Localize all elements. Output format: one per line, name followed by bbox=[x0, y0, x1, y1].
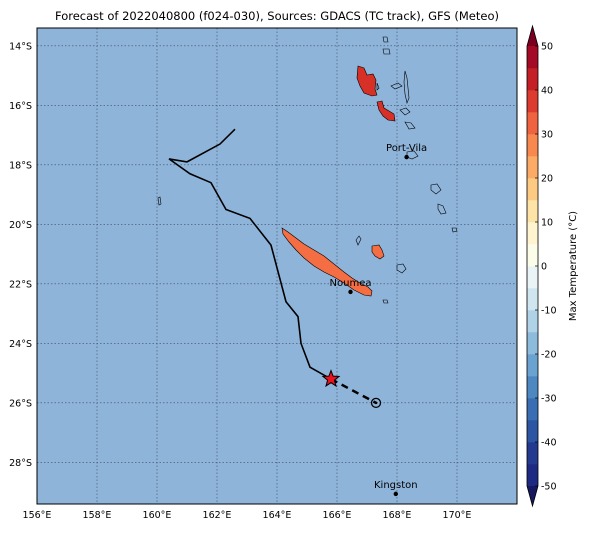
land-layer bbox=[157, 36, 458, 304]
colorbar-segment bbox=[527, 420, 538, 443]
colorbar-segment bbox=[527, 68, 538, 91]
lon-tick-label: 170°E bbox=[443, 510, 472, 521]
colorbar-tick-label: -20 bbox=[541, 350, 557, 361]
map-panel: Port-Vila Noumea Kingston bbox=[36, 27, 518, 505]
colorbar-title: Max Temperature (°C) bbox=[568, 211, 579, 321]
colorbar-tick-label: 10 bbox=[541, 218, 553, 229]
lifou-island bbox=[371, 244, 385, 260]
banks-islands bbox=[382, 36, 391, 55]
city-label-noumea: Noumea bbox=[330, 278, 372, 289]
mare-island bbox=[396, 263, 407, 274]
colorbar-segment bbox=[527, 310, 538, 333]
colorbar-tick-labels: 50 40 30 20 10 0 -10 -20 -30 -40 -50 bbox=[541, 42, 557, 493]
lat-tick-label: 18°S bbox=[9, 160, 32, 171]
lon-tick-label: 158°E bbox=[83, 510, 112, 521]
aneityum-island bbox=[451, 227, 458, 233]
city-dot bbox=[348, 289, 353, 295]
lat-tick-label: 26°S bbox=[9, 398, 32, 409]
lat-tick-label: 28°S bbox=[9, 458, 32, 469]
espiritu-santo-island bbox=[356, 65, 378, 97]
lon-tick-label: 168°E bbox=[383, 510, 412, 521]
colorbar bbox=[526, 24, 539, 508]
isle-of-pines bbox=[382, 299, 389, 304]
shepherd-islands bbox=[404, 121, 416, 130]
city-label-port-vila: Port-Vila bbox=[386, 143, 427, 154]
forecast-position-marker-icon bbox=[370, 397, 382, 409]
colorbar-tick-label: -40 bbox=[541, 438, 557, 449]
maewo-island bbox=[376, 82, 380, 91]
colorbar-tick-label: 50 bbox=[541, 42, 553, 53]
colorbar-segment bbox=[527, 332, 538, 355]
colorbar-segment bbox=[527, 354, 538, 377]
colorbar-segment bbox=[527, 222, 538, 245]
colorbar-under-triangle bbox=[527, 486, 538, 506]
lon-tick-label: 164°E bbox=[263, 510, 292, 521]
forecast-track-line bbox=[330, 377, 377, 404]
ambae-island bbox=[390, 82, 403, 90]
colorbar-tick-label: 0 bbox=[541, 262, 547, 273]
lat-tick-label: 14°S bbox=[9, 41, 32, 52]
map-title: Forecast of 2022040800 (f024-030), Sourc… bbox=[55, 9, 499, 23]
colorbar-segment bbox=[527, 90, 538, 113]
colorbar-segment bbox=[527, 244, 538, 267]
lat-tick-label: 20°S bbox=[9, 220, 32, 231]
current-position-star-icon bbox=[321, 369, 341, 388]
colorbar-segment bbox=[527, 200, 538, 223]
city-markers: Port-Vila Noumea Kingston bbox=[330, 143, 427, 497]
lat-tick-label: 16°S bbox=[9, 101, 32, 112]
malakula-island bbox=[376, 100, 396, 122]
rennell-island bbox=[157, 196, 162, 206]
new-caledonia-island bbox=[281, 227, 373, 297]
city-dot bbox=[393, 491, 398, 497]
colorbar-segment bbox=[527, 442, 538, 465]
colorbar-tick-label: -30 bbox=[541, 394, 557, 405]
city-dot bbox=[404, 154, 409, 160]
colorbar-segment bbox=[527, 376, 538, 399]
epi-island bbox=[399, 107, 411, 116]
colorbar-segment bbox=[527, 112, 538, 135]
lon-tick-label: 166°E bbox=[323, 510, 352, 521]
colorbar-segment bbox=[527, 398, 538, 421]
pentecost-island bbox=[403, 70, 410, 105]
colorbar-segment bbox=[527, 288, 538, 311]
colorbar-tick-label: 30 bbox=[541, 130, 553, 141]
lon-tick-label: 156°E bbox=[23, 510, 52, 521]
past-track-line bbox=[168, 128, 332, 380]
colorbar-segment bbox=[527, 134, 538, 157]
colorbar-tick-label: 40 bbox=[541, 86, 553, 97]
erromango-island bbox=[430, 183, 442, 195]
lat-tick-label: 22°S bbox=[9, 279, 32, 290]
colorbar-segment bbox=[527, 156, 538, 179]
colorbar-segment bbox=[527, 266, 538, 289]
colorbar-segment bbox=[527, 178, 538, 201]
tanna-island bbox=[437, 203, 447, 215]
lon-tick-label: 160°E bbox=[143, 510, 172, 521]
colorbar-tick-label: -50 bbox=[541, 482, 557, 493]
cyclone-track bbox=[168, 128, 382, 409]
colorbar-segment bbox=[527, 464, 538, 487]
axis-tick-labels: 156°E 158°E 160°E 162°E 164°E 166°E 168°… bbox=[9, 41, 471, 521]
map-frame bbox=[36, 27, 518, 505]
colorbar-tick-label: 20 bbox=[541, 174, 553, 185]
colorbar-segment bbox=[527, 46, 538, 69]
city-label-kingston: Kingston bbox=[374, 480, 418, 491]
colorbar-tick-label: -10 bbox=[541, 306, 557, 317]
colorbar-over-triangle bbox=[527, 26, 538, 46]
lon-tick-label: 162°E bbox=[203, 510, 232, 521]
lat-tick-label: 24°S bbox=[9, 339, 32, 350]
ouvea-island bbox=[355, 235, 362, 246]
